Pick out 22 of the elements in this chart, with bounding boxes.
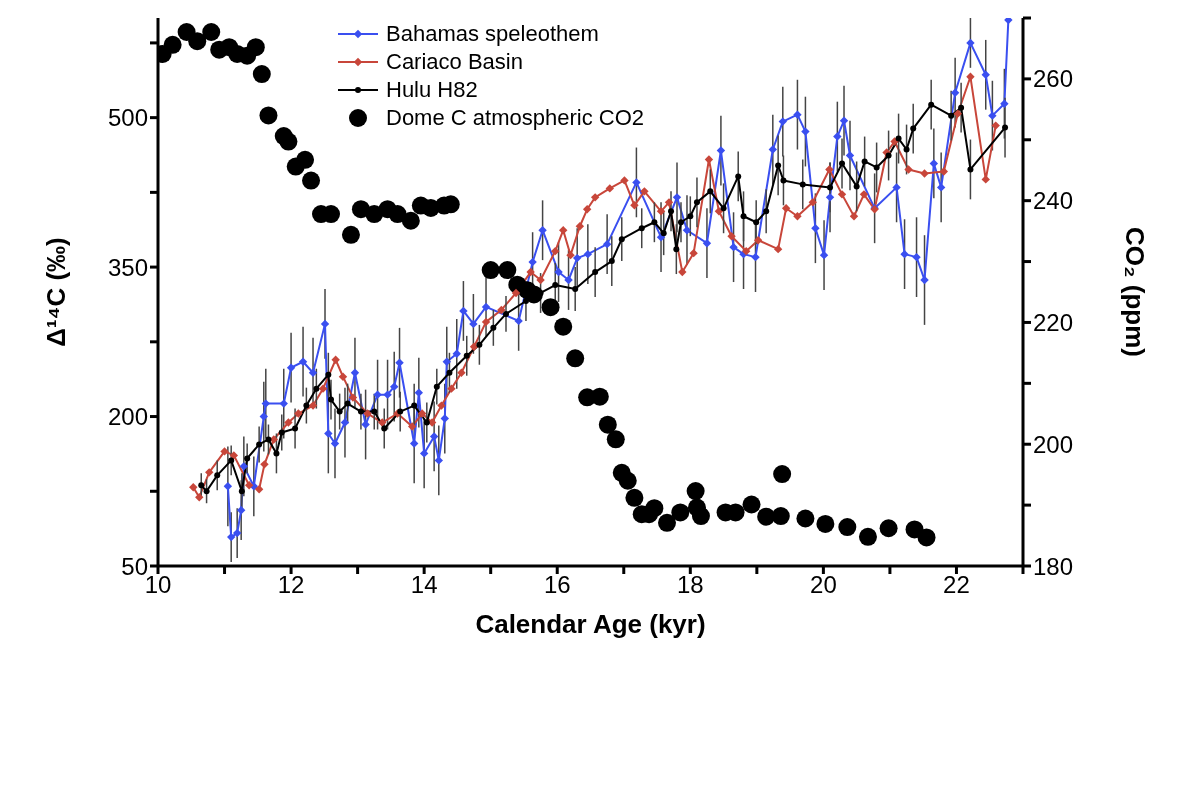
y-tick-label: 350 [107, 253, 148, 281]
legend-label: Hulu H82 [386, 76, 478, 104]
y-tick-label: 50 [121, 552, 148, 580]
y2-axis-title: CO₂ (ppm) [1120, 227, 1151, 357]
x-tick-label: 18 [676, 571, 704, 599]
y-tick-label: 500 [107, 104, 148, 132]
y2-tick-label: 220 [1033, 308, 1074, 336]
x-tick-label: 14 [410, 571, 438, 599]
y2-tick-label: 200 [1033, 430, 1074, 458]
x-tick-label: 12 [277, 571, 305, 599]
y2-tick-label: 260 [1033, 65, 1074, 93]
legend-label: Dome C atmospheric CO2 [386, 104, 644, 132]
x-axis-title: Calendar Age (kyr) [475, 608, 706, 639]
x-tick-label: 22 [943, 571, 970, 599]
x-tick-label: 20 [810, 571, 837, 599]
legend-label: Cariaco Basin [386, 48, 523, 76]
y-tick-label: 200 [107, 403, 148, 431]
y2-tick-label: 180 [1033, 552, 1074, 580]
y2-tick-label: 240 [1033, 187, 1074, 215]
legend-label: Bahamas speleothem [386, 20, 599, 48]
y-axis-title: Δ¹⁴C (‰) [40, 237, 71, 347]
x-tick-label: 16 [543, 571, 571, 599]
